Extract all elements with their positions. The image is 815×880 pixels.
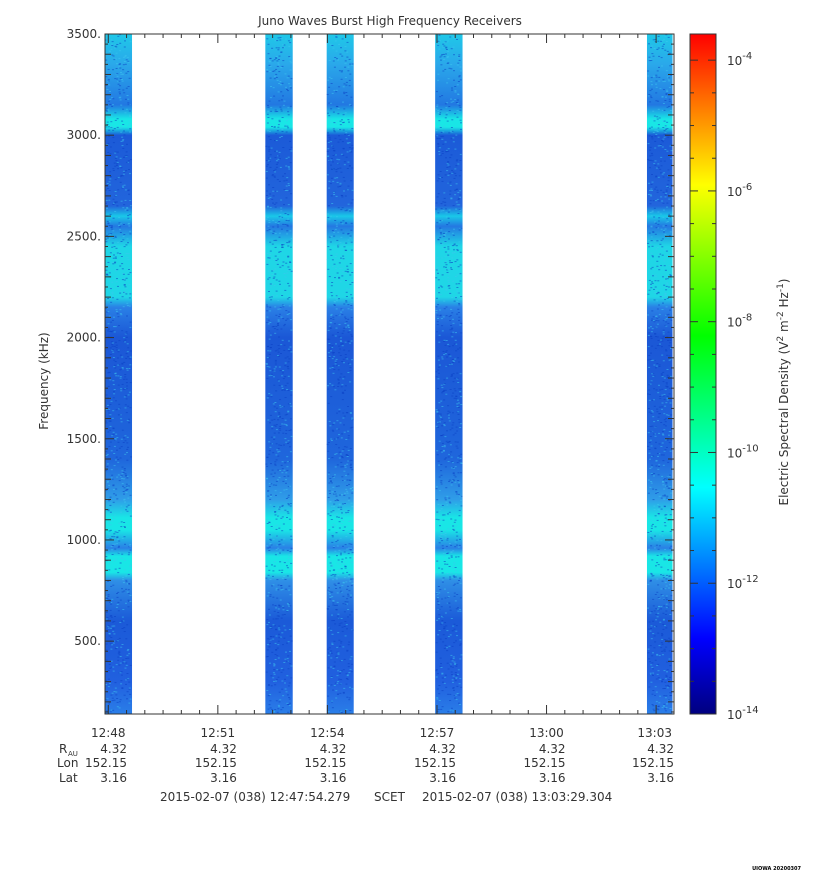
ephemeris-value: 4.32 [320,742,347,756]
x-tick-label: 12:48 [91,726,126,740]
burst-texture-3 [326,34,354,713]
y-tick-label: 2000. [67,331,101,345]
ephemeris-value: 3.16 [429,771,456,785]
version-stamp: UIOWA 20200307 [752,866,801,872]
burst-texture-1 [105,34,132,713]
colorbar-tick-label: 10-6 [727,182,752,199]
y-axis-label: Frequency (kHz) [37,332,51,429]
ephemeris-value: 3.16 [539,771,566,785]
plot-frame [104,33,675,715]
x-tick-label: 13:00 [529,726,564,740]
ephemeris-value: 152.15 [85,756,127,770]
x-tick-label: 12:54 [310,726,345,740]
colorbar-frame [689,33,717,715]
ephemeris-value: 4.32 [539,742,566,756]
y-tick-label: 3000. [67,128,101,142]
x-tick-label: 13:03 [637,726,672,740]
x-tick-label: 12:51 [201,726,236,740]
colorbar-label: Electric Spectral Density (V2 m-2 Hz-1) [776,278,791,505]
ephemeris-value: 3.16 [320,771,347,785]
y-tick-label: 1000. [67,533,101,547]
axes: 500. 1000. 1500. 2000. 2500. 3000. 3500. 12:48 1… [67,27,675,740]
ephemeris-value: 4.32 [647,742,674,756]
y-tick-label: 500. [74,634,101,648]
ephemeris-value: 4.32 [100,742,127,756]
x-tick-label: 12:57 [420,726,455,740]
ephemeris-value: 152.15 [195,756,237,770]
colorbar-tick-label: 10-4 [727,51,752,68]
ephemeris-label-lon: Lon [57,756,78,770]
y-tick-label: 1500. [67,432,101,446]
ephemeris-value: 152.15 [304,756,346,770]
burst-band-4 [435,34,463,714]
ephemeris-label-r-subscript: AU [68,750,78,758]
ephemeris-value: 152.15 [414,756,456,770]
y-tick-label: 3500. [67,27,101,41]
colorbar-tick-label: 10-12 [727,574,759,591]
ephemeris-value: 4.32 [210,742,237,756]
time-range-start: 2015-02-07 (038) 12:47:54.279 [160,790,350,804]
colorbar-tick-label: 10-14 [727,705,759,722]
colorbar-tick-label: 10-10 [727,443,759,460]
ephemeris-value: 4.32 [429,742,456,756]
ephemeris-value: 3.16 [210,771,237,785]
plot-area [105,34,673,714]
ephemeris-label-r: R [59,742,67,756]
colorbar-gradient [690,34,716,714]
colorbar: 10-4 10-6 10-8 10-10 10-12 10-14 Electric Spec… [689,33,791,722]
chart-title: Juno Waves Burst High Frequency Receiver… [257,14,522,28]
burst-texture-2 [265,37,293,713]
ephemeris-value: 152.15 [524,756,566,770]
ephemeris-label-lat: Lat [59,771,78,785]
ephemeris-value: 3.16 [647,771,674,785]
time-range-end: 2015-02-07 (038) 13:03:29.304 [422,790,612,804]
burst-texture-4 [435,34,463,713]
time-range-label: SCET [374,790,406,804]
ephemeris-value: 3.16 [100,771,127,785]
y-tick-label: 2500. [67,229,101,243]
burst-texture-5 [647,34,673,712]
ephemeris-value: 152.15 [632,756,674,770]
colorbar-tick-label: 10-8 [727,313,752,330]
